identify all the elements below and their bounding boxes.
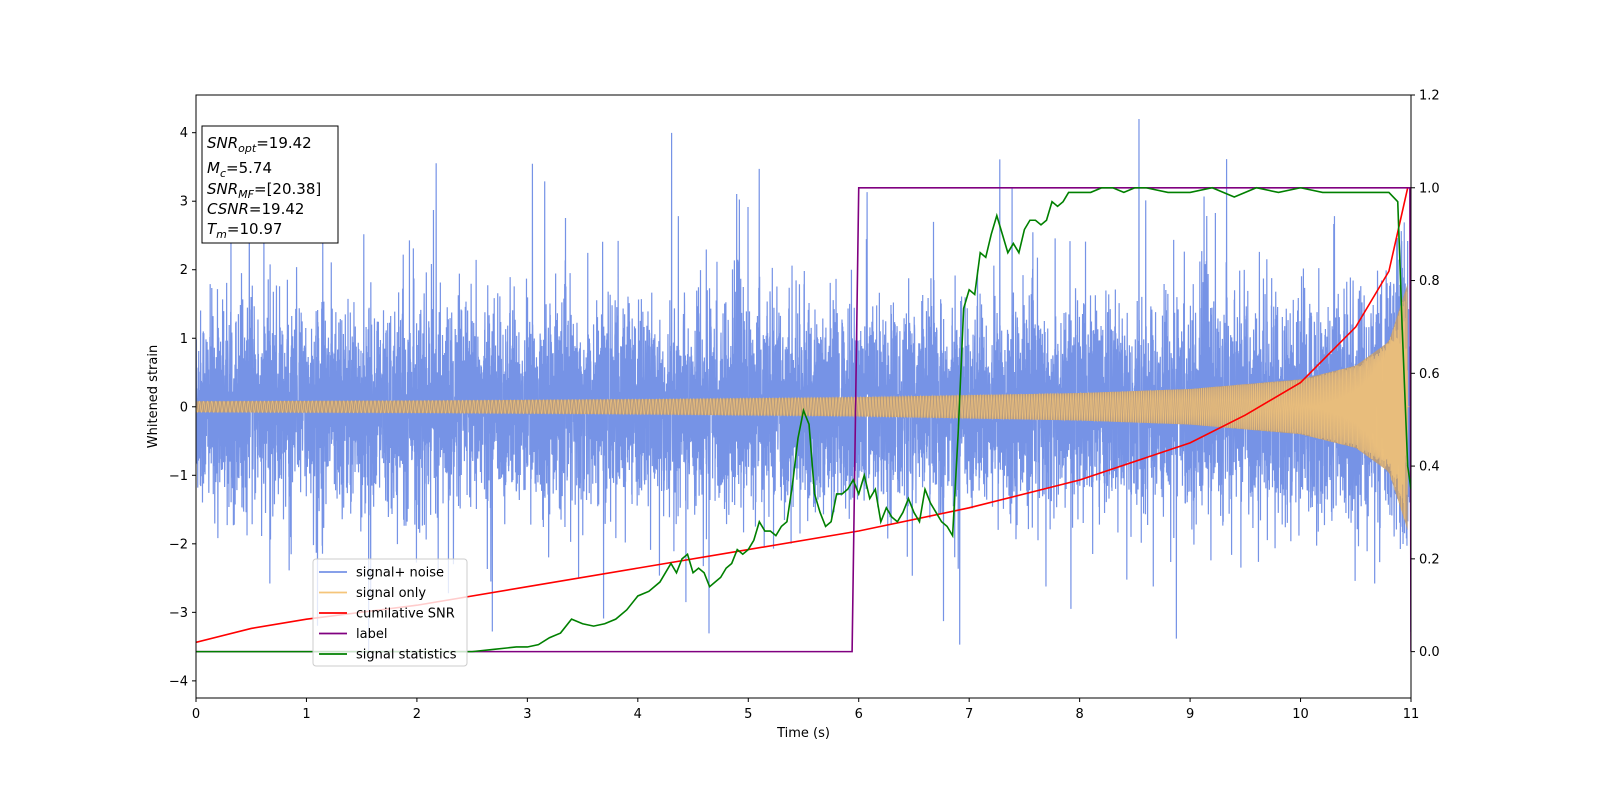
y-left-tick-label: 0 bbox=[180, 400, 188, 415]
x-tick-label: 6 bbox=[855, 707, 863, 722]
y-right-tick-label: 0.2 bbox=[1419, 552, 1440, 567]
x-tick-label: 2 bbox=[413, 707, 421, 722]
x-tick-label: 9 bbox=[1186, 707, 1194, 722]
legend-label: signal statistics bbox=[356, 648, 457, 663]
legend-label: signal+ noise bbox=[356, 566, 444, 581]
x-tick-label: 5 bbox=[744, 707, 752, 722]
series-signal-only-line bbox=[196, 291, 1411, 520]
legend-label: cumilative SNR bbox=[356, 607, 455, 622]
y-right-tick-label: 0.8 bbox=[1419, 274, 1440, 289]
info-line: Mc=5.74 bbox=[207, 159, 272, 180]
series-signal-statistics-line bbox=[196, 186, 1411, 653]
axes-border bbox=[195, 94, 1412, 699]
y-left-tick-label: −1 bbox=[169, 469, 188, 484]
info-box-frame bbox=[201, 125, 339, 244]
series-signal-only-envelope bbox=[196, 283, 1408, 531]
info-line: SNRopt=19.42 bbox=[207, 134, 312, 155]
y-left-tick-label: 4 bbox=[180, 126, 188, 141]
x-tick-label: 0 bbox=[192, 707, 200, 722]
info-line: CSNR=19.42 bbox=[207, 200, 304, 218]
y-right-tick-label: 0.6 bbox=[1419, 367, 1440, 382]
y-right-tick-label: 1.0 bbox=[1419, 181, 1440, 196]
axes-frame bbox=[195, 94, 1412, 699]
y-right-tick-label: 0.4 bbox=[1419, 460, 1440, 475]
legend-frame bbox=[312, 558, 468, 667]
x-tick-label: 4 bbox=[634, 707, 642, 722]
x-tick-label: 1 bbox=[302, 707, 310, 722]
info-box: SNRopt=19.42 Mc=5.74SNRMF=[20.38]CSNR=19.… bbox=[201, 125, 339, 244]
y-left-tick-label: 2 bbox=[180, 263, 188, 278]
x-tick-label: 8 bbox=[1075, 707, 1083, 722]
y-left-tick-label: −4 bbox=[169, 674, 188, 689]
y-right-tick-label: 1.2 bbox=[1419, 89, 1440, 104]
y-right-tick-label: 0.0 bbox=[1419, 645, 1440, 660]
legend-label: label bbox=[356, 627, 387, 642]
x-tick-label: 3 bbox=[523, 707, 531, 722]
y-axis-right: 0.0 0.2 0.4 0.6 0.8 1.0 1.2 bbox=[1411, 89, 1440, 660]
series-signal-noise-line bbox=[196, 118, 1411, 652]
info-line: SNRMF=[20.38] bbox=[207, 180, 321, 201]
y-left-tick-label: 3 bbox=[180, 195, 188, 210]
x-tick-label: 10 bbox=[1292, 707, 1309, 722]
x-axis: 0 1 2 3 4 5 6 7 8 9 10 11 bbox=[192, 698, 1419, 722]
x-tick-label: 7 bbox=[965, 707, 973, 722]
info-line: Tm=10.97 bbox=[207, 220, 282, 241]
x-tick-label: 11 bbox=[1403, 707, 1420, 722]
y-axis-left: −4 −3 −2 −1 0 1 2 3 4 bbox=[169, 126, 196, 689]
legend-label: signal only bbox=[356, 586, 426, 601]
y-left-tick-label: −3 bbox=[169, 606, 188, 621]
x-axis-label: Time (s) bbox=[776, 726, 830, 741]
legend: signal+ noise signal only cumilative SNR la… bbox=[312, 558, 468, 667]
y-left-tick-label: 1 bbox=[180, 332, 188, 347]
y-left-tick-label: −2 bbox=[169, 537, 188, 552]
y-axis-label: Whitened strain bbox=[146, 345, 161, 448]
